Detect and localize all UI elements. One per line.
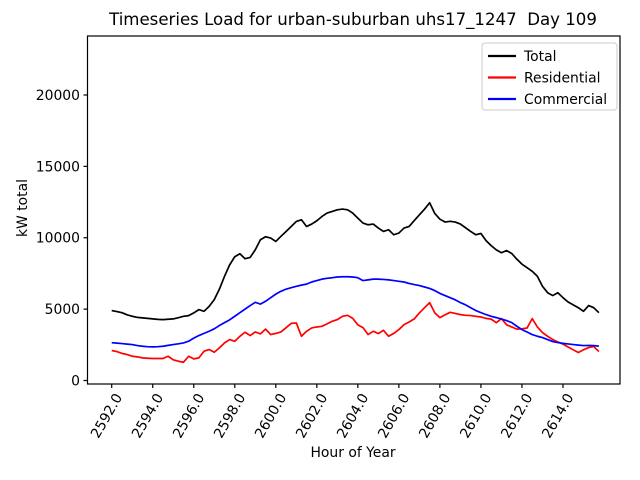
legend: Total Residential Commercial [481,42,618,111]
x-tick-label: 2604.0 [334,391,372,441]
y-axis-label: kW total [15,179,31,237]
line-residential [111,301,600,364]
chart-title: Timeseries Load for urban-suburban uhs17… [108,10,597,30]
x-tick-label: 2596.0 [170,391,208,441]
plot-area [86,35,621,385]
line-commercial [111,275,599,348]
legend-label-residential: Residential [524,70,601,86]
x-tick-label: 2610.0 [457,391,495,441]
x-tick-label: 2592.0 [88,391,126,441]
x-tick-label: 2614.0 [539,391,577,441]
y-tick-label: 20000 [36,88,80,104]
legend-box [481,42,618,111]
x-tick-label: 2598.0 [211,391,249,441]
x-tick-label: 2608.0 [416,391,454,441]
legend-label-commercial: Commercial [524,92,607,108]
x-tick-label: 2594.0 [129,391,167,441]
x-tick-label: 2612.0 [498,391,536,441]
x-tick-label: 2606.0 [375,391,413,441]
line-total [111,201,600,321]
x-axis-label: Hour of Year [310,445,395,461]
y-tick-label: 0 [71,373,80,389]
data-lines [111,201,600,364]
x-axis: 2592.0 2594.0 2596.0 2598.0 2600.0 2602.0 2604… [88,384,577,441]
y-axis: 0 5000 10000 15000 20000 [36,88,88,389]
y-tick-label: 15000 [36,159,80,175]
y-tick-label: 5000 [45,302,80,318]
y-tick-label: 10000 [36,231,80,247]
x-tick-label: 2600.0 [252,391,290,441]
x-tick-label: 2602.0 [293,391,331,441]
legend-label-total: Total [523,49,556,65]
